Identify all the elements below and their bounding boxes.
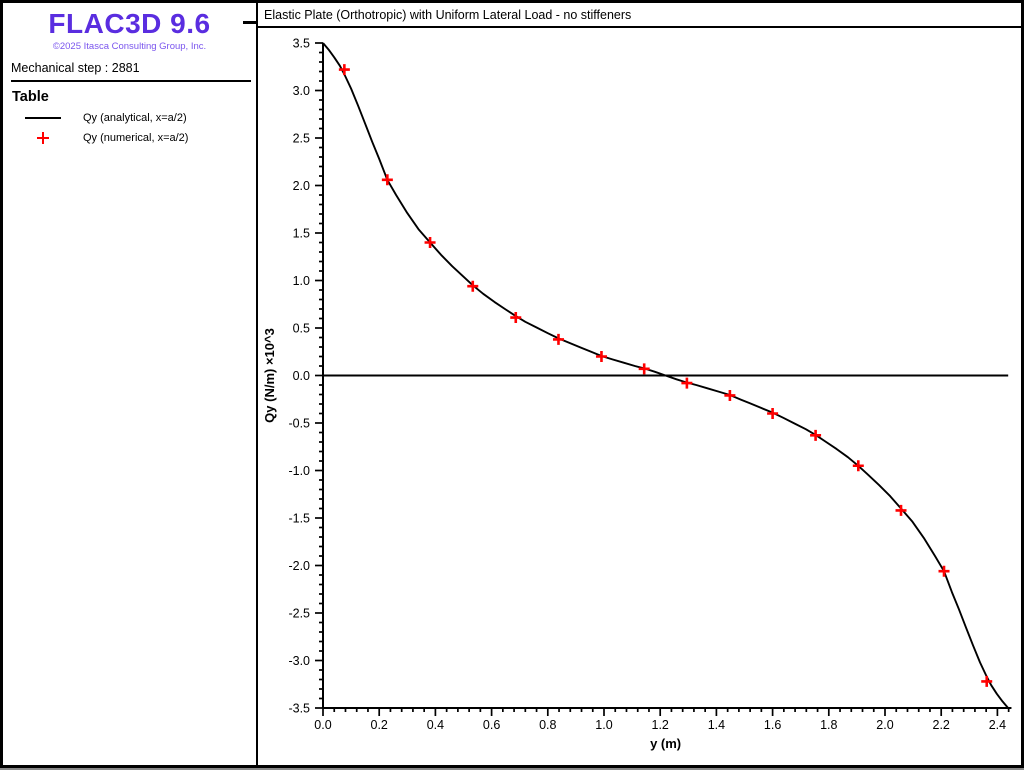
legend-title: Table [12, 89, 49, 105]
numerical-markers [338, 64, 993, 687]
svg-text:0.2: 0.2 [371, 718, 388, 732]
copyright-text: ©2025 Itasca Consulting Group, Inc. [52, 41, 207, 52]
svg-text:1.6: 1.6 [764, 718, 781, 732]
svg-text:-3.5: -3.5 [288, 702, 310, 716]
x-tick-labels: 0.0 0.2 0.4 0.6 0.8 1.0 1.2 1.4 1.6 1.8 2.0 2.2 2.4 [314, 718, 1006, 732]
sidebar-separator [11, 80, 251, 82]
analytical-curve [322, 42, 1009, 709]
svg-text:0.4: 0.4 [427, 718, 444, 732]
svg-text:2.0: 2.0 [293, 179, 310, 193]
svg-text:0.5: 0.5 [293, 322, 310, 336]
svg-text:0.6: 0.6 [483, 718, 500, 732]
svg-text:-0.5: -0.5 [288, 417, 310, 431]
flac3d-logo: FLAC3D 9.6 [48, 8, 211, 39]
svg-text:1.5: 1.5 [293, 227, 310, 241]
legend-item-label: Qy (numerical, x=a/2) [83, 132, 189, 144]
sidebar-notch [243, 21, 256, 24]
svg-text:0.8: 0.8 [539, 718, 556, 732]
sidebar: FLAC3D 9.6 ©2025 Itasca Consulting Group… [3, 3, 258, 765]
y-axis-label: Qy (N/m) ×10^3 [262, 328, 277, 423]
legend-item-numerical: Qy (numerical, x=a/2) [3, 128, 256, 148]
svg-text:1.4: 1.4 [708, 718, 725, 732]
x-axis-label: y (m) [650, 736, 681, 751]
svg-text:1.8: 1.8 [820, 718, 837, 732]
svg-text:0.0: 0.0 [293, 369, 310, 383]
svg-text:-2.0: -2.0 [288, 559, 310, 573]
chart: 0.0 0.2 0.4 0.6 0.8 1.0 1.2 1.4 1.6 1.8 2.0 2.2 2.4 -… [262, 37, 1012, 751]
plus-marker-icon [11, 132, 75, 144]
svg-text:3.5: 3.5 [293, 37, 310, 51]
y-tick-labels: -3.5 -3.0 -2.5 -2.0 -1.5 -1.0 -0.5 0.0 0.5 1.0 1.5… [288, 37, 310, 716]
plot-title: Elastic Plate (Orthotropic) with Uniform… [258, 3, 1021, 28]
svg-text:2.4: 2.4 [989, 718, 1006, 732]
svg-text:3.0: 3.0 [293, 84, 310, 98]
svg-text:-2.5: -2.5 [288, 607, 310, 621]
svg-text:2.5: 2.5 [293, 132, 310, 146]
svg-text:0.0: 0.0 [314, 718, 331, 732]
svg-text:1.2: 1.2 [652, 718, 669, 732]
svg-text:1.0: 1.0 [293, 274, 310, 288]
ticks [315, 42, 1010, 716]
svg-text:2.2: 2.2 [933, 718, 950, 732]
plot-pane: Elastic Plate (Orthotropic) with Uniform… [258, 3, 1021, 765]
svg-text:-3.0: -3.0 [288, 654, 310, 668]
svg-text:-1.5: -1.5 [288, 512, 310, 526]
svg-text:2.0: 2.0 [876, 718, 893, 732]
mechanical-step-label: Mechanical step : 2881 [11, 61, 140, 75]
line-sample-icon [11, 117, 75, 119]
legend-item-label: Qy (analytical, x=a/2) [83, 112, 187, 124]
legend-item-analytical: Qy (analytical, x=a/2) [3, 108, 256, 128]
svg-text:-1.0: -1.0 [288, 464, 310, 478]
svg-text:1.0: 1.0 [595, 718, 612, 732]
chart-area: 0.0 0.2 0.4 0.6 0.8 1.0 1.2 1.4 1.6 1.8 2.0 2.2 2.4 -… [258, 28, 1021, 765]
